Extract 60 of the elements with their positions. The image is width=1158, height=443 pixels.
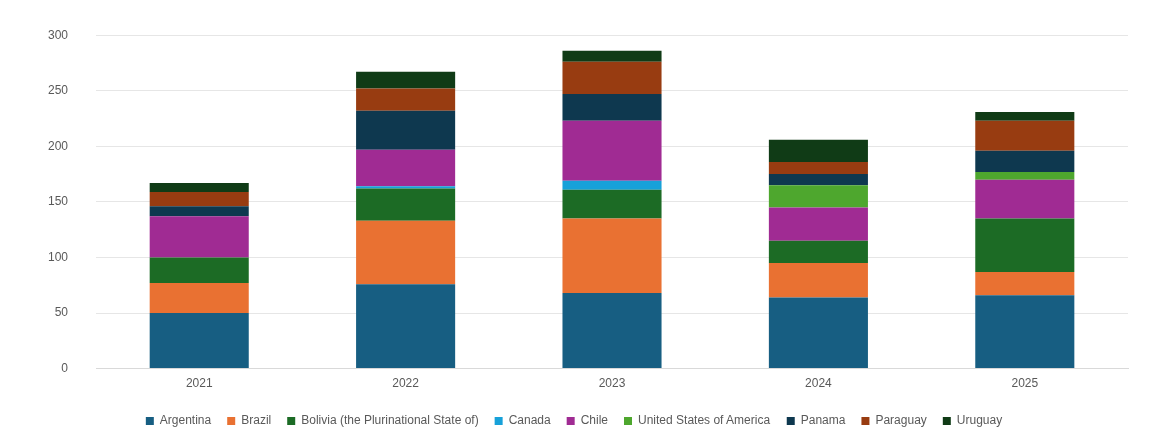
bar bbox=[768, 174, 868, 186]
bar bbox=[149, 191, 249, 207]
y-tick-label: 150 bbox=[47, 194, 69, 209]
legend-label: Argentina bbox=[159, 413, 212, 428]
x-tick-label: 2023 bbox=[598, 376, 626, 391]
bar bbox=[149, 283, 249, 314]
x-tick-label: 2022 bbox=[392, 376, 420, 391]
bar bbox=[562, 218, 662, 294]
bar bbox=[768, 207, 868, 241]
y-tick-label: 250 bbox=[47, 83, 69, 98]
bar bbox=[975, 271, 1075, 296]
y-tick-label: 200 bbox=[47, 138, 69, 153]
bar bbox=[562, 180, 662, 190]
y-tick-label: 300 bbox=[47, 27, 69, 42]
bar bbox=[149, 313, 249, 369]
bar bbox=[149, 216, 249, 258]
bar bbox=[356, 149, 456, 187]
bar bbox=[562, 293, 662, 369]
legend-label: Paraguay bbox=[875, 413, 927, 428]
bar bbox=[149, 206, 249, 217]
x-tick-label: 2025 bbox=[1011, 376, 1039, 391]
legend-label: Uruguay bbox=[956, 413, 1003, 428]
bar bbox=[356, 71, 456, 89]
bar bbox=[768, 240, 868, 264]
bar bbox=[768, 263, 868, 298]
bar bbox=[768, 297, 868, 369]
bar bbox=[975, 218, 1075, 272]
legend-label: Bolivia (the Plurinational State of) bbox=[301, 413, 479, 428]
bar bbox=[356, 284, 456, 369]
legend-label: Chile bbox=[580, 413, 609, 428]
bar bbox=[562, 50, 662, 62]
bar bbox=[975, 295, 1075, 369]
bar bbox=[768, 161, 868, 175]
bar bbox=[562, 94, 662, 121]
x-tick-label: 2024 bbox=[805, 376, 833, 391]
bar bbox=[356, 186, 456, 189]
bar bbox=[975, 150, 1075, 172]
bar bbox=[562, 120, 662, 181]
bar bbox=[562, 61, 662, 95]
bar bbox=[975, 111, 1075, 121]
bar bbox=[975, 120, 1075, 151]
bar bbox=[356, 220, 456, 285]
y-tick-label: 50 bbox=[54, 305, 69, 320]
legend-label: United States of America bbox=[638, 413, 771, 428]
bar bbox=[768, 139, 868, 162]
x-tick-label: 2021 bbox=[185, 376, 213, 391]
bar bbox=[562, 189, 662, 219]
bar bbox=[768, 185, 868, 208]
legend-label: Panama bbox=[800, 413, 846, 428]
legend-label: Canada bbox=[508, 413, 551, 428]
legend-label: Brazil bbox=[241, 413, 272, 428]
bar bbox=[149, 257, 249, 284]
y-tick-label: 100 bbox=[47, 249, 69, 264]
y-tick-label: 0 bbox=[61, 360, 69, 375]
bar bbox=[356, 188, 456, 221]
bar bbox=[356, 88, 456, 111]
bar bbox=[149, 183, 249, 192]
bar bbox=[356, 110, 456, 150]
bar bbox=[975, 171, 1075, 180]
bar bbox=[975, 179, 1075, 219]
